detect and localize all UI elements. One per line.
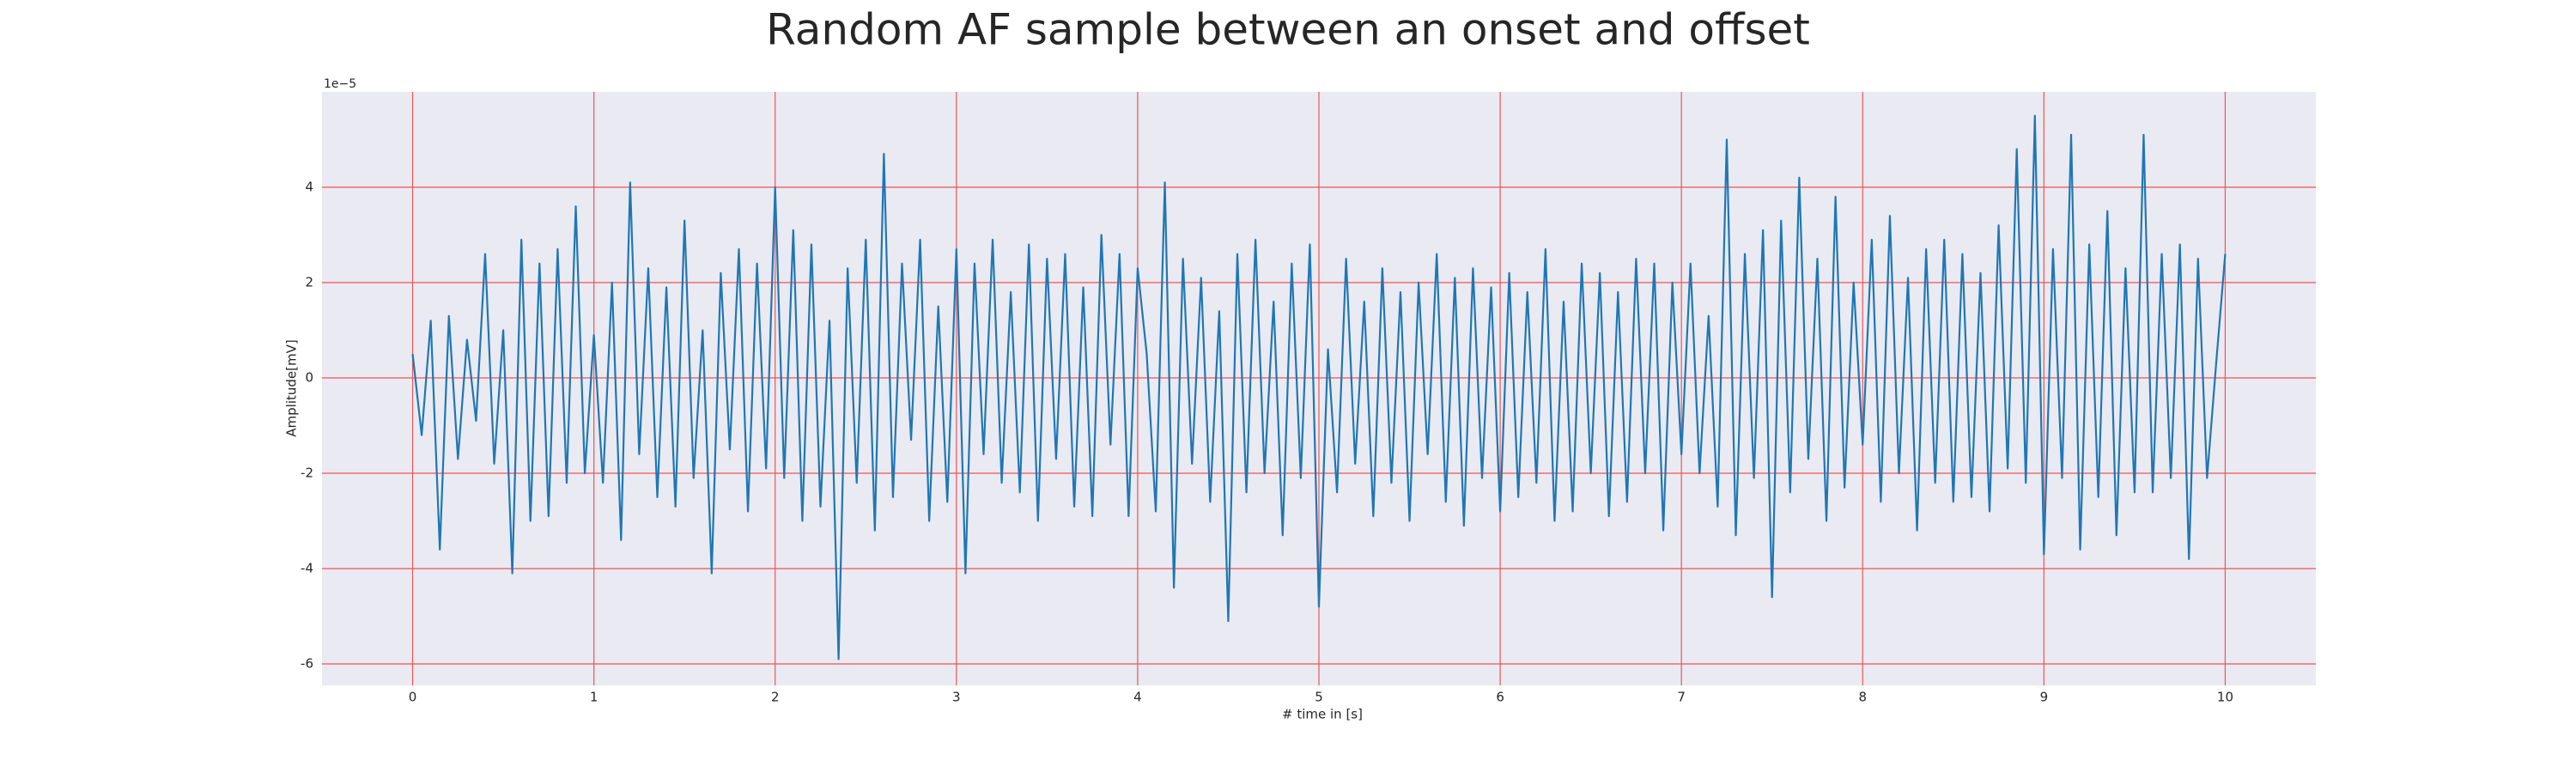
x-tick-label: 2 <box>771 690 780 705</box>
y-tick-label: 4 <box>305 180 313 195</box>
y-tick-label: -2 <box>301 466 313 481</box>
x-tick-label: 5 <box>1315 690 1323 705</box>
data-line <box>411 114 2227 660</box>
x-tick-label: 10 <box>2217 690 2233 705</box>
x-tick-label: 4 <box>1133 690 1142 705</box>
x-tick-label: 8 <box>1858 690 1867 705</box>
y-offset-label: 1e−5 <box>324 77 356 91</box>
x-tick-label: 9 <box>2040 690 2049 705</box>
x-tick-label: 1 <box>590 690 598 705</box>
y-tick-label: 0 <box>305 370 313 386</box>
x-axis-label: # time in [s] <box>1282 707 1363 722</box>
x-tick-label: 3 <box>952 690 961 705</box>
x-tick-label: 0 <box>409 690 417 705</box>
y-tick-label: -4 <box>301 561 313 576</box>
x-tick-label: 6 <box>1496 690 1504 705</box>
y-tick-label: -6 <box>301 656 313 672</box>
y-axis-label: Amplitude[mV] <box>284 339 300 436</box>
x-tick-label: 7 <box>1677 690 1686 705</box>
y-tick-label: 2 <box>305 275 313 290</box>
chart-title: Random AF sample between an onset and of… <box>766 5 1810 55</box>
